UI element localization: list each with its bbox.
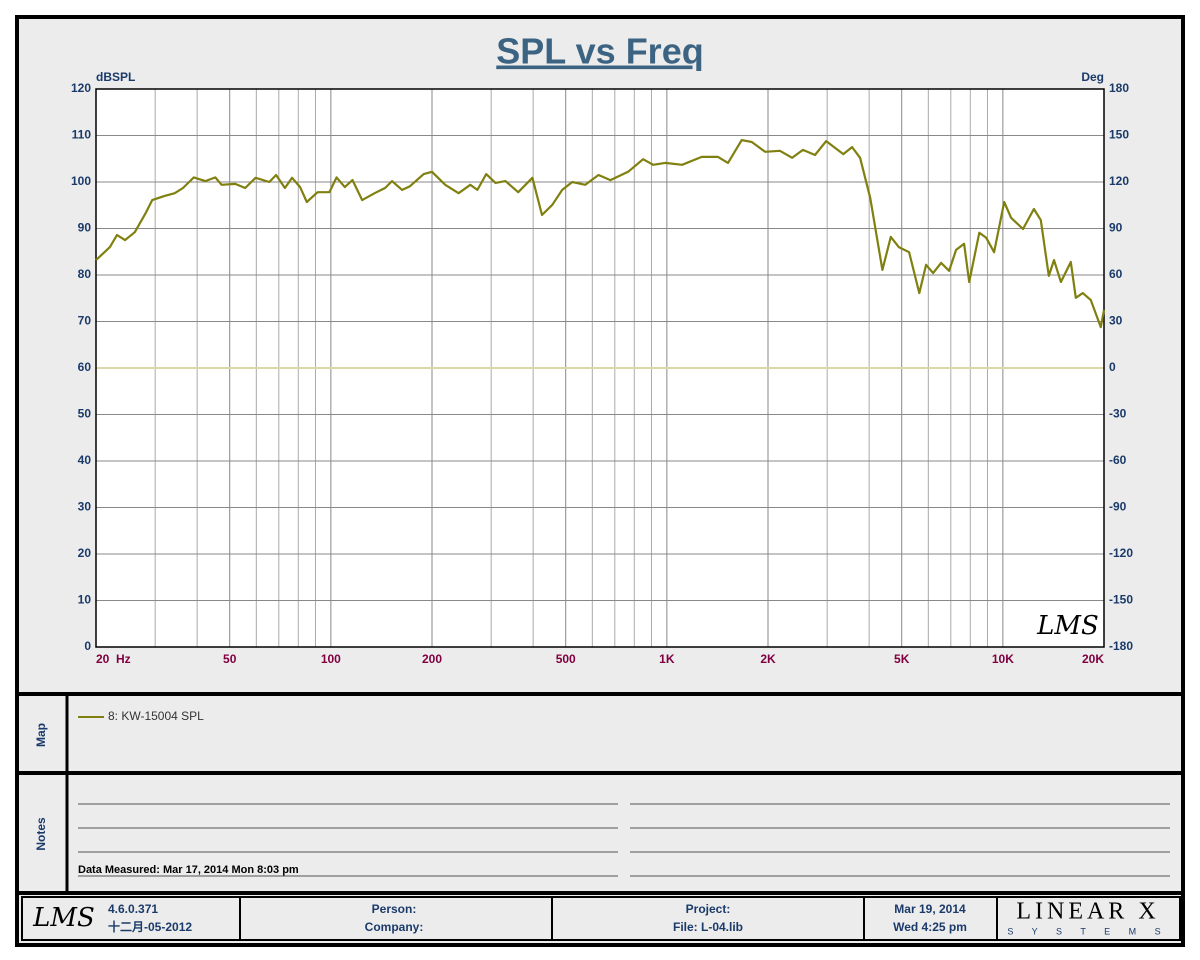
y2-axis-label: Deg — [1081, 70, 1104, 84]
y2-tick-label: 120 — [1109, 174, 1129, 188]
y-tick-label: 0 — [84, 639, 91, 653]
y2-tick-label: -90 — [1109, 500, 1127, 514]
y2-tick-label: -30 — [1109, 407, 1127, 421]
plot-border — [95, 88, 1105, 648]
y-tick-label: 60 — [78, 360, 92, 374]
watermark: LMS — [1036, 611, 1099, 641]
y-tick-label: 10 — [78, 593, 92, 607]
brand: LINEAR X — [1016, 899, 1159, 925]
y2-tick-label: -120 — [1109, 546, 1133, 560]
y2-tick-label: -60 — [1109, 453, 1127, 467]
notes-text: Data Measured: Mar 17, 2014 Mon 8:03 pm — [78, 864, 299, 876]
company: Company: — [365, 920, 424, 934]
y2-tick-label: 150 — [1109, 128, 1129, 142]
person: Person: — [372, 902, 417, 916]
y-tick-label: 120 — [71, 81, 91, 95]
y-tick-label: 50 — [78, 407, 92, 421]
brand-sub: S Y S T E M S — [1007, 926, 1168, 936]
y-tick-label: 20 — [78, 546, 92, 560]
note-lines — [78, 803, 1170, 877]
y-tick-label: 80 — [78, 267, 92, 281]
y-tick-label: 70 — [78, 314, 92, 328]
footer-cells — [21, 896, 1181, 941]
x-tick-label: 20 Hz — [96, 652, 131, 666]
x-tick-label: 20K — [1082, 652, 1104, 666]
x-tick-label: 2K — [760, 652, 776, 666]
y2-tick-label: -150 — [1109, 593, 1133, 607]
y-tick-label: 40 — [78, 453, 92, 467]
x-tick-label: 50 — [223, 652, 237, 666]
time: Wed 4:25 pm — [893, 920, 967, 934]
y2-tick-label: -180 — [1109, 639, 1133, 653]
file: File: L-04.lib — [673, 920, 743, 934]
panel-label: Map — [34, 723, 48, 747]
x-tick-label: 200 — [422, 652, 442, 666]
y-tick-label: 30 — [78, 500, 92, 514]
y2-tick-label: 90 — [1109, 221, 1123, 235]
legend-entry: 8: KW-15004 SPL — [108, 709, 204, 723]
y2-tick-label: 30 — [1109, 314, 1123, 328]
x-tick-label: 5K — [894, 652, 910, 666]
x-tick-label: 100 — [321, 652, 341, 666]
y2-tick-label: 180 — [1109, 81, 1129, 95]
y-tick-label: 100 — [71, 174, 91, 188]
y-tick-label: 110 — [72, 128, 92, 142]
x-tick-label: 1K — [659, 652, 675, 666]
build-date: 十二月-05-2012 — [108, 919, 192, 934]
y2-tick-label: 0 — [1109, 360, 1116, 374]
data-line — [95, 139, 1106, 329]
y2-tick-label: 60 — [1109, 267, 1123, 281]
version: 4.6.0.371 — [108, 902, 158, 916]
y-axis-label: dBSPL — [96, 70, 135, 84]
chart-title: SPL vs Freq — [496, 31, 703, 72]
x-tick-label: 500 — [556, 652, 576, 666]
project: Project: — [686, 902, 731, 916]
panel-label: Notes — [34, 817, 48, 851]
footer-logo: LMS — [32, 903, 95, 933]
x-tick-label: 10K — [992, 652, 1014, 666]
y-tick-label: 90 — [78, 221, 92, 235]
date: Mar 19, 2014 — [894, 902, 966, 916]
